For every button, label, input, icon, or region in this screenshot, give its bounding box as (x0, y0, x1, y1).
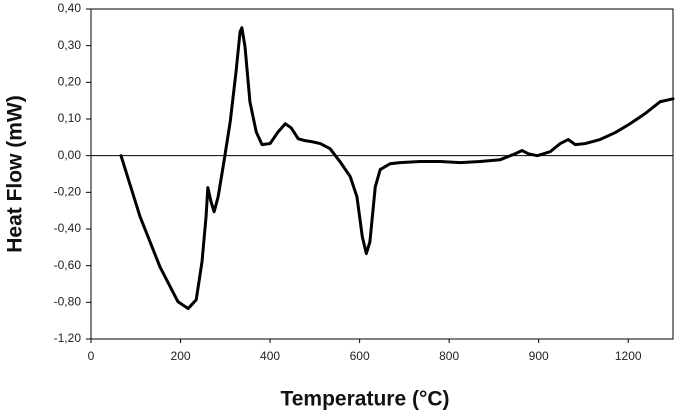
x-tick-label: 600 (350, 349, 370, 363)
data-line (119, 26, 675, 311)
x-tick-label: 800 (439, 349, 459, 363)
x-tick-label: 0 (88, 349, 95, 363)
y-tick-label: 0,30 (58, 38, 82, 52)
y-tick-label: -1,20 (54, 331, 82, 345)
x-tick-label: 400 (260, 349, 280, 363)
y-tick-label: 0,20 (58, 75, 82, 89)
x-tick-label: 900 (529, 349, 549, 363)
y-tick-label: 0,00 (58, 148, 82, 162)
y-tick-label: -0,40 (54, 221, 82, 235)
x-tick-label: 200 (171, 349, 191, 363)
y-tick-label: -0,80 (54, 295, 82, 309)
y-axis-title: Heat Flow (mW) (4, 95, 27, 253)
y-tick-label: -0,20 (54, 185, 82, 199)
y-tick-label: -0,60 (54, 258, 82, 272)
x-axis-title: Temperature (°C) (280, 388, 449, 411)
y-tick-label: 0,40 (58, 1, 82, 15)
plot-frame (90, 8, 674, 340)
x-tick-label: 1200 (615, 349, 642, 363)
y-tick-label: 0,10 (58, 111, 82, 125)
